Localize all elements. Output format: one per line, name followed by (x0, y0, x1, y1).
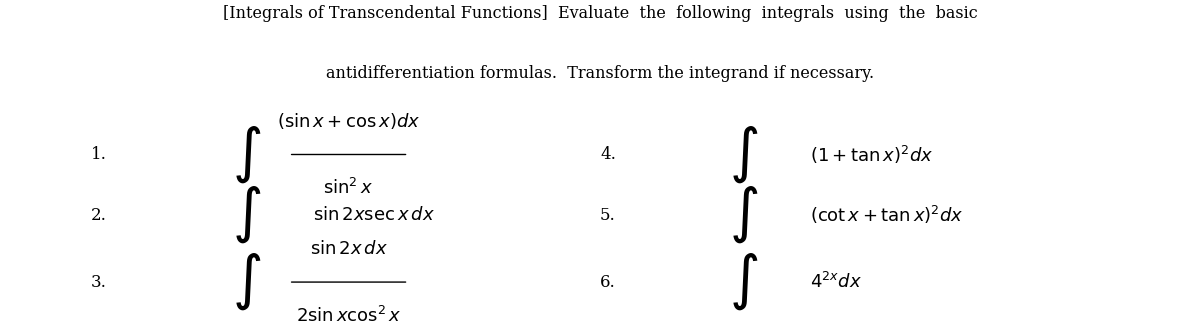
Text: $\int$: $\int$ (728, 185, 758, 245)
Text: 3.: 3. (91, 274, 107, 291)
Text: 5.: 5. (600, 207, 616, 224)
Text: [Integrals of Transcendental Functions]  Evaluate  the  following  integrals  us: [Integrals of Transcendental Functions] … (223, 5, 977, 22)
Text: $(1 + \tan x)^2 dx$: $(1 + \tan x)^2 dx$ (810, 143, 934, 166)
Text: 2.: 2. (91, 207, 107, 224)
Text: $(\sin x + \cos x)dx$: $(\sin x + \cos x)dx$ (277, 111, 420, 131)
Text: 1.: 1. (91, 146, 107, 163)
Text: $\sin 2x\, dx$: $\sin 2x\, dx$ (310, 239, 388, 257)
Text: $\sin 2x \sec x\, dx$: $\sin 2x \sec x\, dx$ (313, 206, 434, 224)
Text: $\int$: $\int$ (232, 252, 262, 312)
Text: $\sin^2 x$: $\sin^2 x$ (324, 178, 373, 198)
Text: $(\cot x + \tan x)^2 dx$: $(\cot x + \tan x)^2 dx$ (810, 204, 964, 226)
Text: $2 \sin x \cos^2 x$: $2 \sin x \cos^2 x$ (296, 305, 401, 326)
Text: 4.: 4. (600, 146, 616, 163)
Text: $\int$: $\int$ (232, 124, 262, 185)
Text: $4^{2x} dx$: $4^{2x} dx$ (810, 272, 862, 292)
Text: antidifferentiation formulas.  Transform the integrand if necessary.: antidifferentiation formulas. Transform … (326, 65, 874, 82)
Text: $\int$: $\int$ (728, 252, 758, 312)
Text: 6.: 6. (600, 274, 616, 291)
Text: $\int$: $\int$ (728, 124, 758, 185)
Text: $\int$: $\int$ (232, 185, 262, 245)
